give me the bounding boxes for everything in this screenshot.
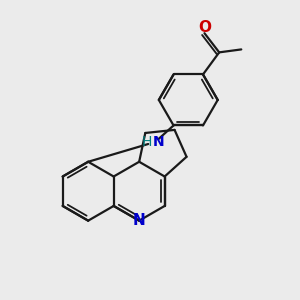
Text: N: N [133,213,146,228]
Text: O: O [198,20,211,35]
Text: H: H [141,135,152,148]
Text: N: N [152,135,164,148]
